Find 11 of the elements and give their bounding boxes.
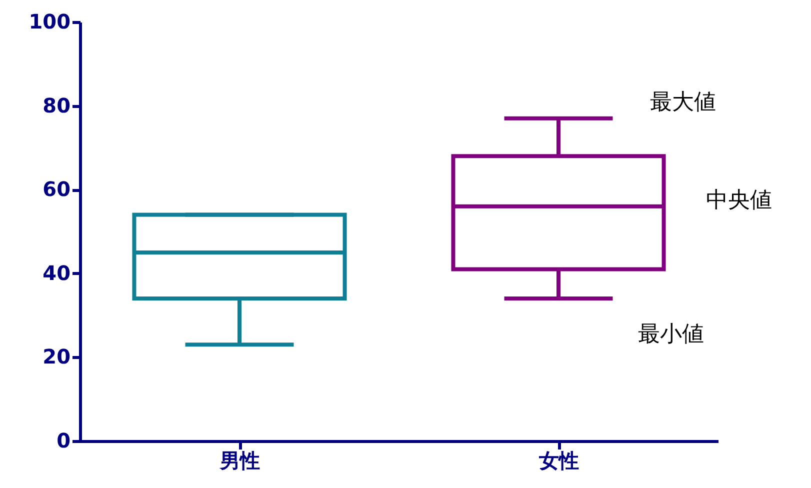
- annotation: 最大値: [650, 90, 716, 115]
- y-tick-label: 100: [28, 10, 70, 34]
- annotation: 中央値: [706, 188, 772, 213]
- y-tick-label: 20: [42, 344, 70, 369]
- y-tick-label: 60: [42, 177, 70, 202]
- x-tick-label: 女性: [538, 448, 579, 472]
- y-tick-label: 80: [42, 93, 70, 118]
- y-tick-label: 40: [42, 260, 70, 285]
- y-tick-label: 0: [56, 428, 70, 452]
- x-tick-label: 男性: [219, 448, 260, 472]
- annotation: 最小値: [638, 322, 704, 347]
